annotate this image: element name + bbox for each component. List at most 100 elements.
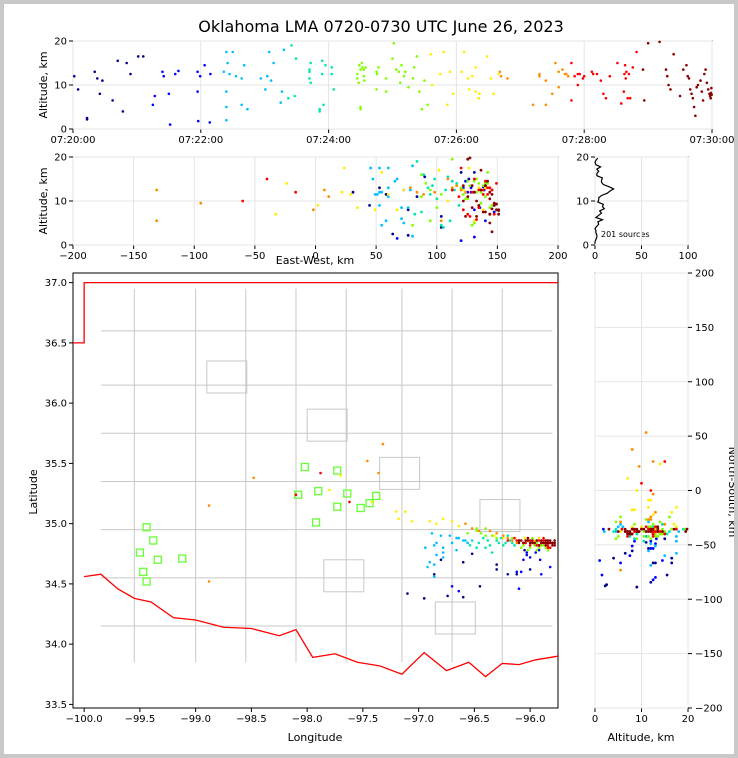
source-point (647, 549, 650, 553)
source-point (207, 580, 211, 583)
source-point (474, 66, 477, 69)
source-point (710, 93, 713, 96)
lon-axis-tick-label: −99.0 (180, 714, 211, 725)
source-point (626, 477, 629, 480)
source-point (663, 554, 667, 558)
source-point (663, 537, 667, 541)
source-point (422, 597, 426, 600)
source-point (563, 72, 567, 76)
source-point (241, 199, 245, 203)
source-point (435, 553, 438, 557)
source-point (461, 199, 465, 203)
source-point (531, 541, 534, 545)
source-point (332, 88, 336, 91)
source-point (489, 77, 493, 80)
source-point (688, 88, 692, 91)
lon-axis-tick-label: −100.0 (66, 714, 103, 725)
source-point (375, 193, 379, 196)
source-point (369, 166, 373, 170)
source-point (628, 534, 632, 538)
source-point (318, 107, 321, 111)
source-point (177, 69, 180, 73)
source-point (356, 72, 359, 76)
source-point (470, 190, 474, 194)
source-point (225, 90, 228, 93)
source-point (651, 547, 655, 550)
source-point (432, 572, 436, 576)
source-point (665, 573, 669, 577)
source-point (415, 55, 419, 58)
source-point (526, 548, 530, 552)
source-point (377, 471, 380, 475)
source-point (231, 50, 235, 54)
source-point (499, 74, 503, 78)
ns-alt-axis-tick-label: 0 (592, 714, 598, 725)
source-point (199, 201, 203, 205)
source-point (167, 92, 171, 96)
source-point (524, 541, 527, 545)
source-point (464, 522, 467, 525)
source-point (422, 193, 426, 196)
source-point (384, 77, 388, 80)
source-point (658, 462, 662, 466)
source-point (528, 539, 532, 542)
source-point (510, 536, 514, 540)
source-point (651, 534, 655, 538)
source-point (599, 79, 603, 82)
source-point (422, 173, 426, 177)
source-point (497, 209, 501, 213)
source-point (461, 539, 465, 542)
source-point (649, 489, 653, 492)
source-point (548, 565, 552, 569)
source-point (538, 72, 541, 76)
source-point (259, 77, 263, 80)
source-point (395, 208, 399, 212)
source-point (459, 239, 463, 243)
source-point (548, 546, 552, 550)
source-point (461, 595, 465, 599)
ns-alt-axis-tick-label: 20 (682, 714, 695, 725)
source-point (351, 190, 355, 194)
source-point (402, 188, 406, 192)
source-point (470, 552, 474, 556)
source-point (510, 539, 514, 542)
source-point (628, 96, 632, 100)
source-point (647, 547, 650, 550)
source-point (226, 61, 229, 65)
time-height-ylabel: Altitude, km (37, 51, 50, 118)
source-point (654, 576, 657, 579)
source-point (651, 522, 655, 526)
source-point (477, 188, 481, 192)
source-point (553, 539, 556, 542)
source-point (497, 212, 501, 216)
source-point (309, 61, 313, 65)
source-point (324, 63, 327, 67)
source-point (472, 177, 476, 181)
source-point (481, 208, 485, 212)
source-point (450, 584, 454, 588)
source-point (570, 99, 573, 102)
lma-station (356, 503, 365, 513)
source-point (635, 585, 639, 589)
source-point (628, 530, 632, 533)
source-point (647, 498, 650, 502)
source-point (598, 559, 602, 562)
source-point (246, 107, 249, 111)
source-point (630, 525, 634, 529)
source-point (320, 72, 324, 76)
source-point (378, 204, 381, 207)
source-point (471, 74, 474, 78)
source-point (328, 488, 331, 492)
source-point (274, 212, 278, 216)
source-point (439, 219, 443, 223)
source-point (464, 539, 467, 542)
source-point (695, 85, 698, 89)
source-point (467, 177, 471, 181)
source-point (649, 530, 653, 533)
source-point (483, 219, 487, 223)
hist-axis-tick-label: 0 (592, 251, 598, 262)
source-point (542, 536, 545, 540)
source-point (669, 88, 672, 91)
ew-axis-tick-label: 50 (370, 251, 383, 262)
source-point (398, 81, 402, 85)
